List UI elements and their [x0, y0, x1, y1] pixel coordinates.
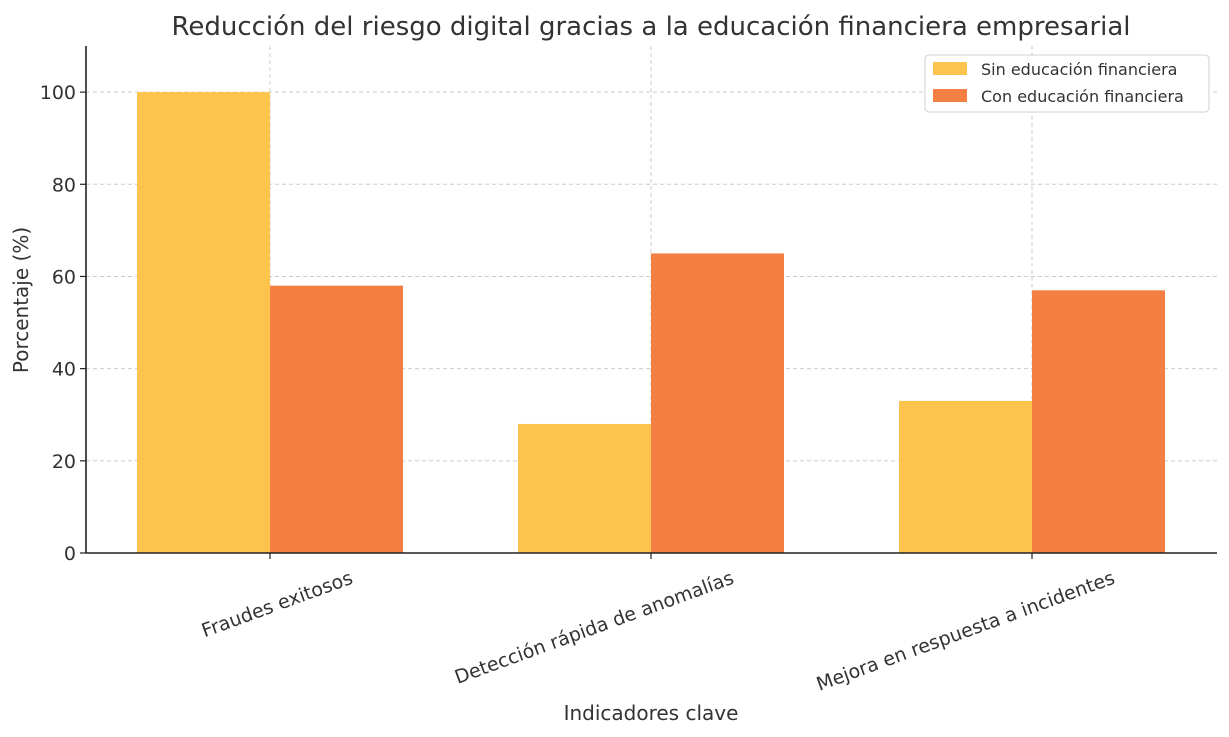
y-tick-label: 40	[52, 359, 76, 381]
x-tick-label: Mejora en respuesta a incidentes	[814, 567, 1118, 696]
y-tick-label: 60	[52, 266, 76, 288]
y-tick-label: 0	[64, 543, 76, 565]
legend-label-sin-educacion: Sin educación financiera	[981, 60, 1177, 79]
y-tick-label: 20	[52, 451, 76, 473]
bar-con-educacion	[651, 253, 784, 553]
bar-con-educacion	[270, 285, 403, 553]
chart-title: Reducción del riesgo digital gracias a l…	[171, 12, 1130, 42]
bar-sin-educacion	[518, 423, 651, 553]
x-tick-label: Fraudes exitosos	[199, 567, 356, 642]
bar-sin-educacion	[899, 400, 1032, 553]
legend-frame	[924, 54, 1210, 113]
y-tick-label: 80	[52, 174, 76, 196]
legend-swatch-sin-educacion	[933, 62, 967, 75]
bars	[137, 92, 1165, 553]
x-axis-label: Indicadores clave	[564, 701, 739, 725]
legend-swatch-con-educacion	[933, 89, 967, 102]
y-axis-label: Porcentaje (%)	[9, 227, 33, 373]
bar-con-educacion	[1032, 290, 1165, 553]
y-tick-label: 100	[40, 82, 76, 104]
legend-label-con-educacion: Con educación financiera	[981, 87, 1184, 106]
x-tick-label: Detección rápida de anomalías	[452, 567, 737, 689]
bar-sin-educacion	[137, 92, 270, 553]
legend: Sin educación financiera Con educación f…	[924, 54, 1210, 113]
